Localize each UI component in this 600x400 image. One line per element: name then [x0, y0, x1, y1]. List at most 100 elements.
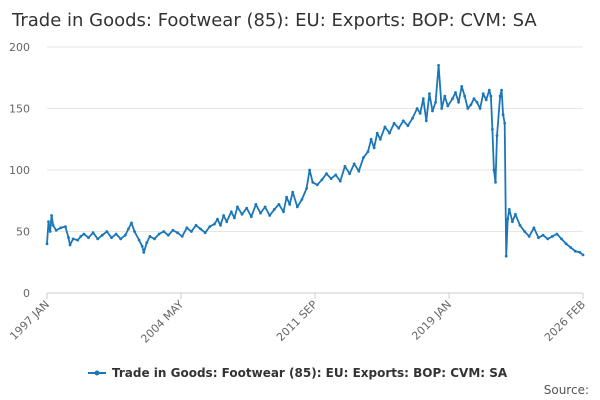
data-point[interactable] — [305, 187, 308, 190]
data-point[interactable] — [375, 131, 379, 135]
data-point[interactable] — [481, 92, 485, 96]
data-point[interactable] — [475, 100, 479, 104]
data-point[interactable] — [424, 119, 428, 123]
data-point[interactable] — [229, 210, 233, 214]
data-point[interactable] — [578, 251, 582, 254]
data-point[interactable] — [491, 127, 494, 131]
data-point[interactable] — [492, 168, 496, 172]
data-point[interactable] — [369, 137, 373, 141]
data-point[interactable] — [105, 230, 109, 233]
data-point[interactable] — [225, 220, 229, 224]
data-point[interactable] — [415, 107, 419, 110]
data-point[interactable] — [110, 236, 113, 240]
data-point[interactable] — [213, 222, 216, 226]
data-point[interactable] — [338, 179, 342, 183]
data-point[interactable] — [295, 205, 299, 209]
data-point[interactable] — [76, 238, 80, 242]
data-point[interactable] — [50, 214, 53, 217]
data-point[interactable] — [82, 232, 86, 236]
data-point[interactable] — [259, 211, 262, 215]
data-point[interactable] — [541, 233, 545, 237]
data-point[interactable] — [282, 210, 285, 214]
data-point[interactable] — [357, 169, 361, 173]
data-point[interactable] — [372, 146, 376, 150]
data-point[interactable] — [460, 85, 464, 88]
data-point[interactable] — [320, 178, 324, 182]
data-point[interactable] — [451, 97, 454, 101]
data-point[interactable] — [311, 180, 315, 184]
data-point[interactable] — [87, 236, 90, 240]
data-point[interactable] — [411, 116, 414, 120]
data-point[interactable] — [457, 100, 460, 104]
data-point[interactable] — [434, 100, 437, 104]
data-point[interactable] — [123, 233, 127, 237]
data-point[interactable] — [348, 172, 351, 176]
data-point[interactable] — [166, 233, 170, 237]
data-point[interactable] — [463, 94, 467, 98]
data-point[interactable] — [560, 237, 563, 241]
data-point[interactable] — [478, 107, 482, 110]
data-point[interactable] — [507, 208, 511, 211]
data-point[interactable] — [523, 230, 526, 233]
data-point[interactable] — [48, 230, 52, 233]
data-point[interactable] — [91, 231, 95, 235]
data-point[interactable] — [500, 88, 503, 92]
data-point[interactable] — [148, 235, 152, 238]
data-point[interactable] — [79, 235, 83, 238]
data-point[interactable] — [446, 104, 450, 108]
data-point[interactable] — [171, 228, 175, 232]
data-point[interactable] — [59, 226, 63, 230]
data-point[interactable] — [397, 126, 401, 130]
data-point[interactable] — [506, 217, 510, 221]
data-point[interactable] — [518, 223, 522, 227]
data-point[interactable] — [216, 217, 219, 221]
data-point[interactable] — [119, 237, 123, 241]
data-point[interactable] — [511, 220, 514, 224]
data-point[interactable] — [157, 232, 161, 236]
data-point[interactable] — [527, 235, 531, 238]
data-point[interactable] — [532, 226, 536, 230]
data-point[interactable] — [233, 216, 236, 220]
data-point[interactable] — [329, 177, 333, 181]
data-point[interactable] — [487, 88, 491, 92]
data-point[interactable] — [133, 230, 136, 233]
data-point[interactable] — [550, 235, 554, 238]
data-point[interactable] — [569, 246, 573, 249]
data-point[interactable] — [504, 254, 508, 258]
data-point[interactable] — [421, 97, 425, 101]
data-point[interactable] — [288, 203, 292, 206]
data-point[interactable] — [222, 214, 226, 217]
data-point[interactable] — [555, 232, 559, 236]
data-point[interactable] — [388, 131, 391, 135]
source-label[interactable]: Source: — [544, 383, 589, 397]
data-point[interactable] — [537, 236, 540, 240]
data-point[interactable] — [383, 125, 387, 129]
data-point[interactable] — [472, 97, 476, 101]
data-point[interactable] — [245, 206, 249, 210]
data-point[interactable] — [185, 226, 189, 230]
data-point[interactable] — [466, 107, 470, 110]
data-point[interactable] — [199, 227, 203, 231]
data-point[interactable] — [378, 137, 382, 141]
data-point[interactable] — [142, 251, 146, 254]
data-point[interactable] — [315, 183, 319, 187]
data-point[interactable] — [440, 107, 444, 110]
data-point[interactable] — [546, 237, 550, 241]
data-point[interactable] — [240, 212, 244, 216]
data-point[interactable] — [68, 243, 72, 247]
data-point[interactable] — [194, 223, 198, 227]
data-point[interactable] — [249, 215, 253, 219]
data-point[interactable] — [366, 150, 370, 154]
data-point[interactable] — [100, 233, 104, 237]
data-point[interactable] — [489, 94, 493, 98]
data-point[interactable] — [190, 230, 193, 233]
legend[interactable]: Trade in Goods: Footwear (85): EU: Expor… — [88, 366, 508, 380]
data-point[interactable] — [428, 92, 431, 96]
data-point[interactable] — [564, 242, 568, 246]
data-point[interactable] — [254, 203, 258, 206]
data-point[interactable] — [208, 225, 212, 229]
data-point[interactable] — [140, 244, 144, 248]
data-point[interactable] — [162, 230, 166, 233]
data-point[interactable] — [67, 236, 70, 240]
data-point[interactable] — [45, 242, 49, 246]
